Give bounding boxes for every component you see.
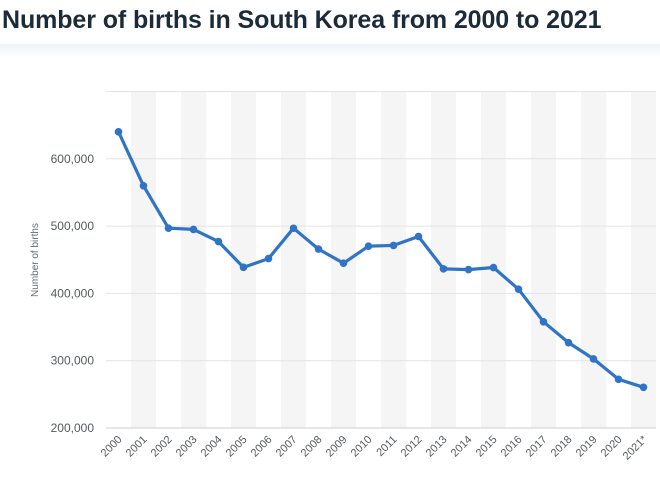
x-tick-label: 2019	[574, 434, 600, 460]
data-point	[564, 338, 573, 347]
y-tick-label: 600,000	[51, 152, 95, 166]
x-tick-label: 2000	[99, 434, 125, 460]
series-line	[116, 130, 646, 389]
data-point	[264, 254, 273, 263]
column-band	[481, 92, 506, 428]
x-tick-label: 2015	[474, 434, 500, 460]
y-tick-label: 200,000	[51, 421, 95, 435]
data-point	[364, 242, 373, 250]
data-point	[189, 225, 198, 234]
data-point	[239, 263, 248, 272]
data-point	[139, 181, 148, 190]
y-tick-label: 300,000	[51, 354, 95, 368]
x-tick-label: 2008	[299, 434, 325, 460]
data-point	[489, 263, 498, 272]
column-band	[181, 92, 206, 428]
column-band	[581, 92, 606, 428]
data-point	[539, 318, 548, 326]
x-tick-label: 2013	[424, 434, 450, 460]
x-tick-label: 2004	[199, 434, 225, 460]
x-tick-label: 2021*	[621, 433, 650, 462]
page-title: Number of births in South Korea from 200…	[2, 6, 602, 34]
x-tick-label: 2001	[124, 434, 150, 460]
x-tick-label: 2006	[249, 434, 275, 460]
x-tick-labels: 2000 2001 2002 2003 2004 2005 2006 2007 2008 2009…	[99, 433, 650, 462]
column-band	[631, 92, 656, 428]
column-band	[281, 92, 306, 428]
column-band	[381, 92, 406, 428]
y-tick-label: 400,000	[51, 286, 95, 300]
data-point	[514, 285, 523, 293]
data-point	[614, 375, 623, 384]
data-point	[214, 237, 223, 246]
x-tick-label: 2009	[324, 434, 350, 460]
header-divider	[0, 44, 660, 58]
data-point	[164, 224, 173, 232]
y-axis-label: Number of births	[30, 223, 41, 297]
x-tick-label: 2002	[149, 434, 175, 460]
y-tick-labels: 200,000 300,000 400,000 500,000 600,000	[51, 152, 95, 435]
data-point	[339, 259, 348, 268]
data-point	[389, 241, 398, 250]
x-tick-label: 2005	[224, 434, 250, 460]
x-tick-label: 2007	[274, 434, 300, 460]
data-point	[414, 232, 423, 241]
x-tick-label: 2014	[449, 434, 475, 460]
y-gridlines	[106, 91, 656, 362]
data-point	[289, 224, 298, 233]
series-points	[114, 128, 648, 392]
column-bands	[131, 92, 656, 428]
x-tick-label: 2003	[174, 434, 200, 460]
y-tick-label: 500,000	[51, 219, 95, 233]
x-tick-label: 2020	[599, 434, 625, 460]
column-band	[131, 92, 156, 428]
x-tick-label: 2011	[374, 434, 399, 459]
x-tick-label: 2017	[524, 434, 550, 460]
x-tick-label: 2012	[399, 434, 425, 460]
data-point	[114, 128, 123, 136]
x-tick-label: 2018	[549, 434, 575, 460]
data-point	[589, 355, 598, 363]
data-point	[639, 383, 648, 392]
data-point	[464, 265, 473, 274]
x-tick-label: 2010	[349, 434, 375, 460]
data-point	[439, 265, 448, 273]
column-band	[531, 92, 556, 428]
x-tick-label: 2016	[499, 434, 525, 460]
data-point	[314, 245, 323, 253]
